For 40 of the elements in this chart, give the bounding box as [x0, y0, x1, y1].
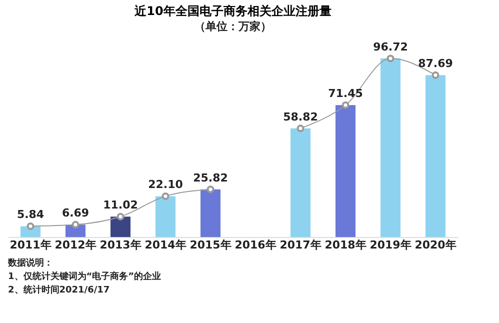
bar	[200, 189, 220, 237]
text: 数据说明：	[7, 258, 53, 269]
data-label: 5.84	[16, 208, 44, 222]
text: 1、仅统计关键词为“电子商务”的企业	[8, 271, 162, 282]
data-label: 11.02	[103, 198, 138, 212]
x-tick-label: 2016年	[234, 238, 276, 252]
point	[72, 220, 80, 228]
x-tick-label: 2012年	[54, 238, 96, 252]
bar	[426, 75, 446, 237]
chart-title: 近10年全国电子商务相关企业注册量	[134, 4, 332, 18]
bar	[380, 58, 400, 237]
data-label: 6.69	[62, 206, 90, 220]
bar	[336, 105, 356, 237]
x-tick-label: 2019年	[370, 238, 412, 252]
x-tick-label: 2017年	[280, 238, 322, 252]
bar	[156, 196, 176, 237]
data-label: 96.72	[373, 40, 408, 54]
data-label: 87.69	[418, 57, 453, 70]
x-tick-label: 2018年	[324, 238, 366, 252]
data-label: 22.10	[148, 178, 184, 192]
point	[386, 54, 394, 62]
point	[296, 124, 304, 132]
chart-subtitle: （单位：万家）	[194, 20, 272, 33]
point	[26, 222, 34, 230]
x-tick-label: 2014年	[144, 238, 186, 252]
point	[116, 212, 124, 220]
point	[206, 186, 214, 194]
bar	[290, 128, 310, 237]
x-tick-label: 2011年	[10, 238, 52, 252]
data-label: 25.82	[193, 171, 228, 184]
x-tick-label: 2020年	[414, 238, 456, 252]
point	[342, 101, 350, 109]
x-tick-label: 2015年	[190, 238, 232, 252]
data-label: 71.45	[328, 87, 363, 100]
x-tick-label: 2013年	[100, 238, 142, 252]
data-label: 58.82	[283, 110, 318, 124]
point	[162, 192, 170, 200]
text: 2、统计时间2021/6/17	[8, 284, 110, 296]
point	[432, 71, 440, 79]
bar	[110, 216, 130, 237]
